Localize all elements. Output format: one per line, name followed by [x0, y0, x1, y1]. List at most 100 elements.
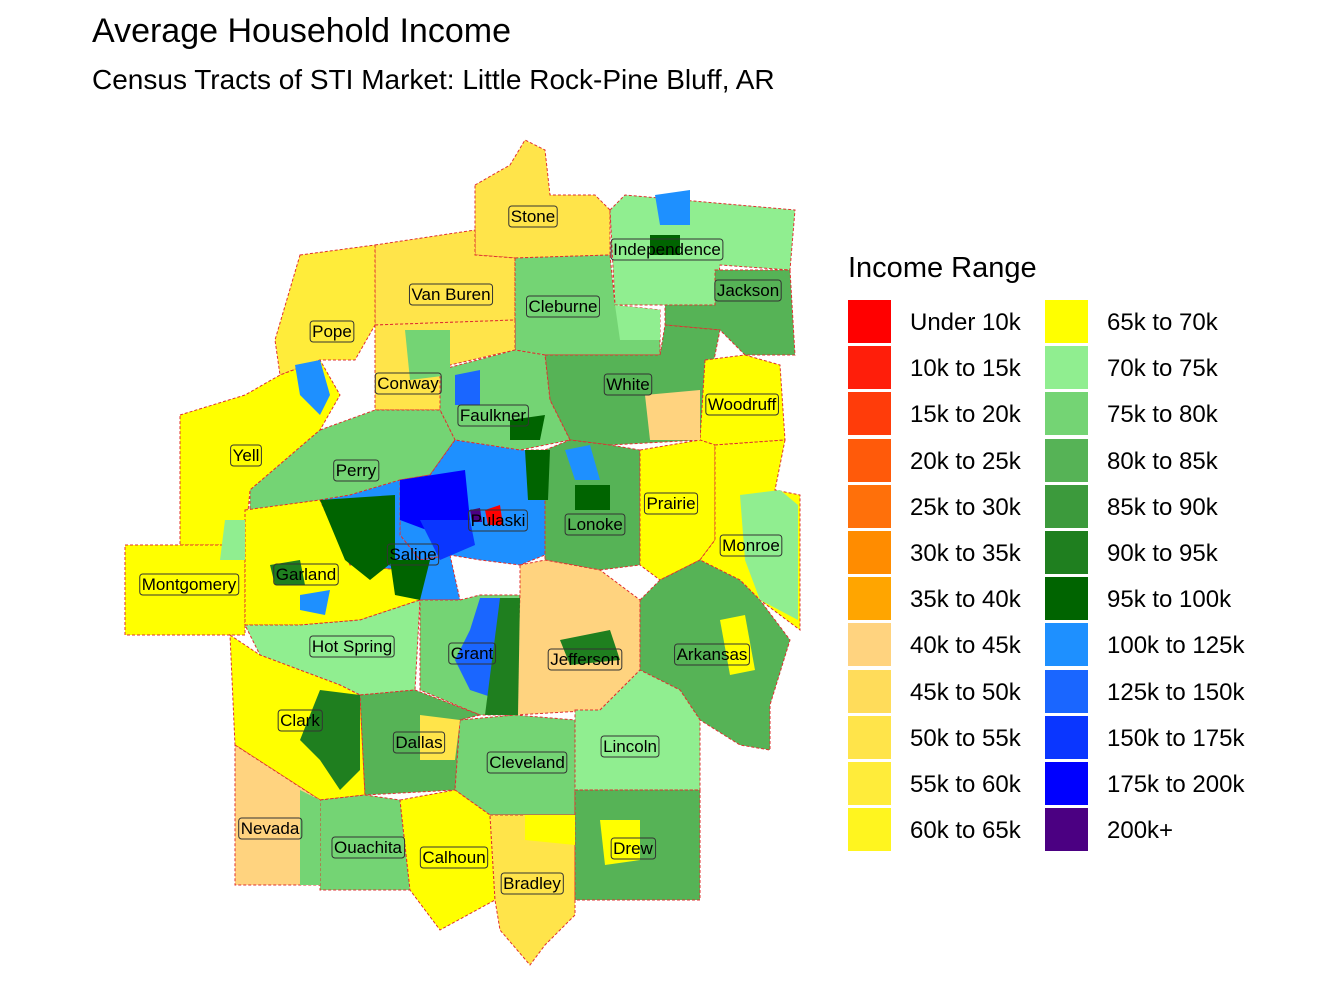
svg-text:Cleveland: Cleveland — [489, 753, 565, 772]
svg-text:Clark: Clark — [280, 711, 320, 730]
county-label-independence: Independence — [610, 238, 724, 261]
legend-item: 55k to 60k — [848, 762, 1068, 808]
legend-item: 75k to 80k — [1045, 392, 1265, 438]
county-prairie[interactable] — [639, 439, 716, 581]
legend-item: 40k to 45k — [848, 623, 1068, 669]
county-garland[interactable] — [244, 499, 421, 626]
legend-swatch — [848, 392, 891, 436]
county-label-yell: Yell — [230, 444, 262, 467]
svg-text:Ouachita: Ouachita — [334, 838, 403, 857]
legend-item: 125k to 150k — [1045, 669, 1265, 716]
legend-swatch — [1045, 715, 1088, 759]
legend-item: Under 10k — [848, 300, 1068, 346]
county-label-nevada: Nevada — [238, 817, 303, 840]
legend-item: 100k to 125k — [1045, 623, 1265, 669]
county-label-jackson: Jackson — [714, 279, 782, 302]
county-label-lincoln: Lincoln — [600, 735, 660, 758]
county-label-perry: Perry — [333, 459, 380, 482]
county-label-garland: Garland — [273, 563, 339, 586]
county-label-faulkner: Faulkner — [457, 404, 529, 427]
legend-swatch — [848, 531, 891, 574]
svg-text:Hot Spring: Hot Spring — [312, 637, 392, 656]
legend-label: 65k to 70k — [1107, 309, 1218, 336]
svg-text:Faulkner: Faulkner — [460, 406, 526, 425]
legend-label: 80k to 85k — [1107, 447, 1218, 475]
svg-text:Arkansas: Arkansas — [677, 645, 748, 664]
legend-swatch — [848, 762, 891, 805]
svg-text:Independence: Independence — [613, 240, 721, 259]
svg-text:Woodruff: Woodruff — [708, 395, 777, 414]
legend-item: 45k to 50k — [848, 669, 1068, 716]
county-labels: Stone Independence Van Buren Cleburne Jackso… — [139, 205, 783, 895]
svg-text:Lonoke: Lonoke — [567, 515, 623, 534]
legend-item: 80k to 85k — [1045, 438, 1265, 485]
svg-text:Cleburne: Cleburne — [529, 297, 598, 316]
svg-text:Grant: Grant — [451, 644, 494, 663]
svg-text:Conway: Conway — [377, 374, 439, 393]
county-label-bradley: Bradley — [500, 872, 564, 895]
legend-label: 20k to 25k — [910, 447, 1021, 475]
legend-label: 60k to 65k — [910, 817, 1021, 845]
legend-item: 15k to 20k — [848, 392, 1068, 438]
county-calhoun[interactable] — [399, 789, 496, 931]
county-label-white: White — [603, 373, 653, 396]
legend-swatch — [1045, 300, 1088, 343]
legend-swatch — [1045, 577, 1088, 621]
legend-item: 20k to 25k — [848, 438, 1068, 485]
legend-item: 25k to 30k — [848, 484, 1068, 531]
county-label-lonoke: Lonoke — [564, 513, 626, 536]
county-label-monroe: Monroe — [719, 534, 783, 557]
legend-item: 70k to 75k — [1045, 346, 1265, 392]
map-title: Average Household Income — [92, 12, 511, 50]
county-pope[interactable] — [274, 244, 376, 376]
county-label-grant: Grant — [448, 642, 497, 665]
legend-swatch — [848, 484, 891, 528]
legend-label: 10k to 15k — [910, 355, 1021, 383]
choropleth-map: Stone Independence Van Buren Cleburne Jackso… — [124, 139, 801, 966]
legend-item: 200k+ — [1045, 808, 1265, 854]
county-label-conway: Conway — [374, 372, 442, 395]
legend-label: 90k to 95k — [1107, 540, 1218, 567]
county-stone[interactable] — [474, 139, 611, 259]
legend-title: Income Range — [848, 252, 1037, 284]
svg-text:Pope: Pope — [312, 322, 352, 341]
county-montgomery[interactable] — [124, 544, 246, 636]
svg-text:Pulaski: Pulaski — [471, 511, 526, 530]
county-label-jefferson: Jefferson — [547, 648, 623, 671]
legend-item: 150k to 175k — [1045, 715, 1265, 762]
county-label-montgomery: Montgomery — [139, 573, 240, 596]
legend-label: 200k+ — [1107, 817, 1174, 845]
svg-text:Saline: Saline — [389, 545, 436, 564]
legend-label: 85k to 90k — [1107, 493, 1218, 521]
county-label-cleburne: Cleburne — [526, 295, 600, 318]
county-label-hot-spring: Hot Spring — [309, 635, 395, 658]
legend-swatch — [1045, 669, 1088, 713]
county-label-pulaski: Pulaski — [468, 509, 528, 532]
legend-swatch — [848, 346, 891, 390]
legend-swatch — [848, 808, 891, 852]
legend-label: 30k to 35k — [910, 540, 1021, 567]
county-label-clark: Clark — [277, 709, 323, 732]
legend-swatch — [1045, 484, 1088, 528]
legend-label: 50k to 55k — [910, 724, 1021, 752]
county-label-calhoun: Calhoun — [419, 846, 489, 869]
legend-label: 25k to 30k — [910, 493, 1021, 521]
county-hot-spring[interactable] — [244, 599, 421, 696]
legend-swatch — [848, 715, 891, 759]
county-independence[interactable] — [609, 194, 796, 306]
legend-label: 150k to 175k — [1107, 724, 1245, 752]
legend-swatch — [1045, 392, 1088, 436]
legend-swatch — [1045, 762, 1088, 805]
legend-label: 55k to 60k — [910, 771, 1021, 798]
legend-item: 65k to 70k — [1045, 300, 1265, 346]
svg-text:Dallas: Dallas — [395, 733, 442, 752]
county-label-arkansas: Arkansas — [674, 643, 750, 666]
legend-item: 30k to 35k — [848, 531, 1068, 577]
svg-text:Drew: Drew — [613, 839, 653, 858]
svg-text:Montgomery: Montgomery — [142, 575, 237, 594]
svg-text:Lincoln: Lincoln — [603, 737, 657, 756]
legend-label: 40k to 45k — [910, 632, 1021, 660]
svg-text:Prairie: Prairie — [646, 494, 695, 513]
legend-swatch — [848, 623, 891, 667]
legend-swatch — [1045, 808, 1088, 852]
